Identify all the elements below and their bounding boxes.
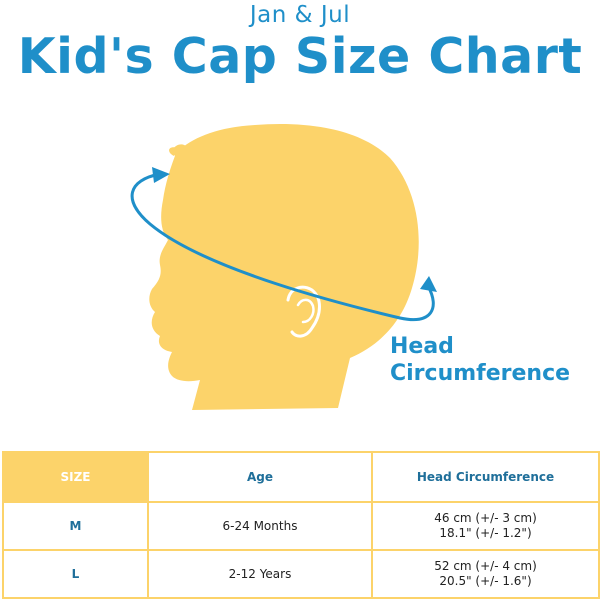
circumference-arrow-icon	[130, 172, 435, 321]
size-chart-table: SIZE Age Head Circumference M 6-24 Month…	[2, 451, 600, 599]
table-header-row: SIZE Age Head Circumference	[2, 451, 600, 503]
header-circumference: Head Circumference	[371, 451, 600, 503]
header-age: Age	[147, 451, 373, 503]
ear-icon	[286, 285, 321, 338]
age-value: 2-12 Years	[147, 549, 373, 599]
size-value: M	[2, 501, 149, 551]
child-head-silhouette	[149, 123, 419, 410]
circumference-cm: 46 cm (+/- 3 cm)	[434, 511, 537, 525]
circumference-inches: 20.5" (+/- 1.6")	[439, 574, 532, 588]
arrow-head-top-icon	[152, 167, 170, 183]
hair-curl	[173, 144, 189, 160]
label-line-2: Circumference	[390, 361, 571, 386]
child-head-illustration	[130, 123, 437, 410]
circumference-value: 46 cm (+/- 3 cm) 18.1" (+/- 1.2")	[371, 501, 600, 551]
page-title: Kid's Cap Size Chart	[17, 28, 583, 85]
table-row: M 6-24 Months 46 cm (+/- 3 cm) 18.1" (+/…	[2, 501, 600, 551]
size-value: L	[2, 549, 149, 599]
label-line-1: Head	[390, 334, 454, 359]
brand-name: Jan & Jul	[249, 2, 351, 28]
circumference-inches: 18.1" (+/- 1.2")	[439, 526, 532, 540]
header-size: SIZE	[2, 451, 149, 503]
arrow-head-bottom-icon	[420, 276, 437, 292]
head-circumference-label: Head Circumference	[390, 333, 600, 387]
table-row: L 2-12 Years 52 cm (+/- 4 cm) 20.5" (+/-…	[2, 549, 600, 599]
circumference-value: 52 cm (+/- 4 cm) 20.5" (+/- 1.6")	[371, 549, 600, 599]
age-value: 6-24 Months	[147, 501, 373, 551]
circumference-cm: 52 cm (+/- 4 cm)	[434, 559, 537, 573]
